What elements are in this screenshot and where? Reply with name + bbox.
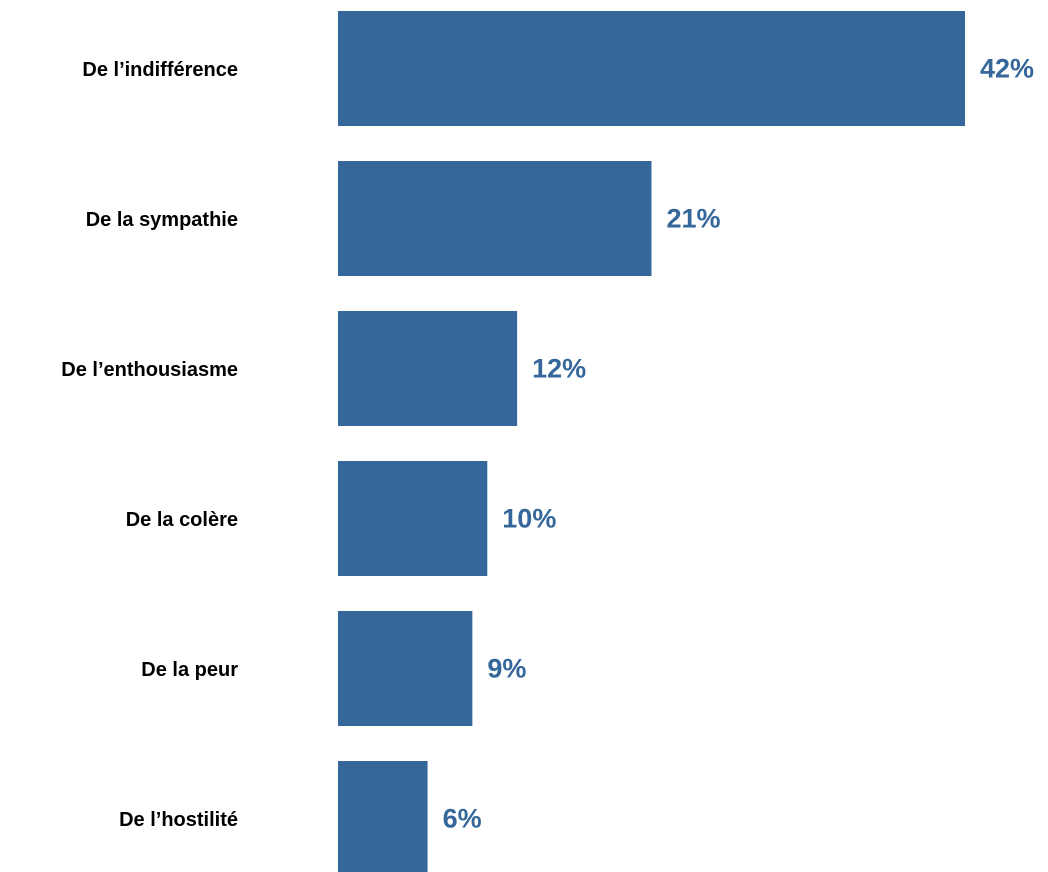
category-label: De l’hostilité: [119, 809, 238, 831]
category-label: De la peur: [141, 659, 238, 681]
value-label: 42%: [980, 54, 1034, 84]
value-label: 10%: [502, 504, 556, 534]
bar: [338, 311, 518, 426]
bar: [338, 461, 488, 576]
bar: [338, 761, 428, 872]
bar: [338, 611, 473, 726]
bar: [338, 11, 965, 126]
value-label: 12%: [532, 354, 586, 384]
value-label: 21%: [667, 204, 721, 234]
value-label: 9%: [487, 654, 526, 684]
category-label: De la colère: [126, 509, 238, 531]
category-label: De l’indifférence: [82, 59, 238, 81]
value-label: 6%: [443, 804, 482, 834]
category-label: De l’enthousiasme: [61, 359, 238, 381]
bar: [338, 161, 652, 276]
category-label: De la sympathie: [86, 209, 238, 231]
